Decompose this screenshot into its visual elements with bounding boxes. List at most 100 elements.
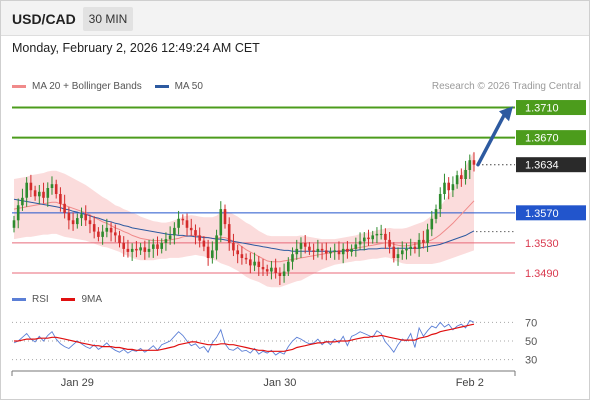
header-bar: USD/CAD 30 MIN [1, 1, 589, 36]
candle-body [189, 227, 193, 231]
datetime-label: Monday, February 2, 2026 12:49:24 AM CET [12, 41, 260, 55]
candle-body [185, 220, 189, 228]
level-label-target-0: 1.3710 [525, 103, 559, 115]
forecast-arrow-line [476, 113, 506, 167]
candle-body [384, 233, 387, 240]
legend-9ma-label: 9MA [81, 294, 103, 305]
candle-body [244, 257, 248, 260]
ma20-line [13, 200, 475, 263]
candle-body [249, 259, 252, 266]
candle-body [130, 248, 134, 252]
candle-body [333, 250, 336, 252]
candle-body [291, 254, 294, 262]
legend-9ma-swatch [61, 297, 76, 301]
candle-body [173, 227, 176, 236]
legend-ma20-label: MA 20 + Bollinger Bands [32, 81, 142, 92]
candle-body [274, 267, 277, 273]
rsi-series-9ma [14, 323, 475, 352]
indicator-legend: RSI 9MA [12, 294, 102, 305]
candle-body [177, 218, 180, 228]
candle-body [71, 220, 75, 225]
legend-ma50: MA 50 [154, 81, 203, 92]
candle-body [46, 188, 50, 198]
level-label-support-5: 1.3490 [525, 268, 559, 280]
candle-body [105, 227, 109, 232]
candle-body [430, 218, 434, 230]
legend-rsi: RSI [12, 294, 49, 305]
candle-body [206, 246, 210, 258]
candle-body [21, 197, 24, 206]
candle-body [282, 271, 286, 276]
bollinger-band-area [14, 151, 474, 288]
candle-body [59, 194, 62, 204]
candle-body [202, 240, 206, 247]
candle-body [38, 191, 41, 197]
level-label-target-1: 1.3670 [525, 133, 559, 145]
candle-body [109, 227, 113, 233]
candle-body [67, 212, 71, 221]
candle-body [181, 218, 185, 221]
candle-body [472, 160, 476, 165]
candle-body [227, 224, 231, 243]
candle-body [375, 233, 379, 236]
timeframe-button[interactable]: 30 MIN [83, 7, 133, 31]
candle-body [126, 248, 130, 252]
level-tag-current-2 [516, 157, 586, 173]
x-tick-label: Jan 30 [263, 377, 296, 389]
candle-body [303, 242, 307, 247]
candle-body [468, 160, 472, 170]
candle-body [329, 251, 332, 254]
level-label-pivot-3: 1.3570 [525, 208, 559, 220]
candle-body [270, 267, 273, 272]
candle-body [236, 250, 239, 255]
candle-body [122, 242, 125, 249]
candle-body [316, 248, 320, 252]
candle-body [261, 267, 265, 270]
candle-body [312, 250, 315, 252]
candle-body [156, 244, 159, 249]
candle-body [358, 241, 362, 245]
candle-body [42, 191, 45, 198]
candle-body [350, 248, 353, 252]
candle-body [215, 235, 218, 251]
candle-body [219, 209, 223, 236]
level-tag-target-1 [516, 130, 586, 146]
candle-body [396, 254, 400, 258]
level-label-support-4: 1.3530 [525, 238, 559, 250]
candle-body [464, 170, 467, 179]
candle-body [295, 248, 299, 255]
candle-body [232, 242, 235, 251]
candle-body [253, 261, 256, 266]
candle-body [325, 250, 328, 254]
candle-body [160, 242, 163, 249]
candle-body [118, 235, 121, 243]
candles-group [12, 152, 476, 286]
forecast-arrow-head [499, 106, 513, 122]
candle-body [299, 242, 303, 249]
candle-body [101, 231, 104, 237]
level-tag-pivot-3 [516, 205, 586, 221]
candle-body [114, 232, 117, 236]
candle-body [287, 261, 290, 272]
candle-body [426, 229, 429, 243]
candle-body [92, 224, 96, 232]
legend-ma50-label: MA 50 [174, 81, 203, 92]
main-legend: MA 20 + Bollinger Bands MA 50 [12, 81, 203, 92]
candle-body [460, 175, 463, 179]
candle-body [135, 248, 138, 251]
candle-body [392, 246, 396, 258]
source-credit: Research © 2026 Trading Central [431, 81, 581, 92]
candle-body [337, 250, 341, 255]
candle-body [417, 239, 421, 249]
legend-ma50-swatch [154, 84, 169, 88]
candle-body [16, 205, 20, 221]
candle-body [257, 261, 261, 267]
candle-body [388, 239, 391, 247]
candle-body [33, 190, 37, 197]
level-label-current-2: 1.3634 [525, 160, 559, 172]
candle-body [451, 184, 455, 191]
candle-body [152, 244, 155, 249]
candle-body [455, 175, 459, 185]
candle-body [168, 235, 172, 240]
